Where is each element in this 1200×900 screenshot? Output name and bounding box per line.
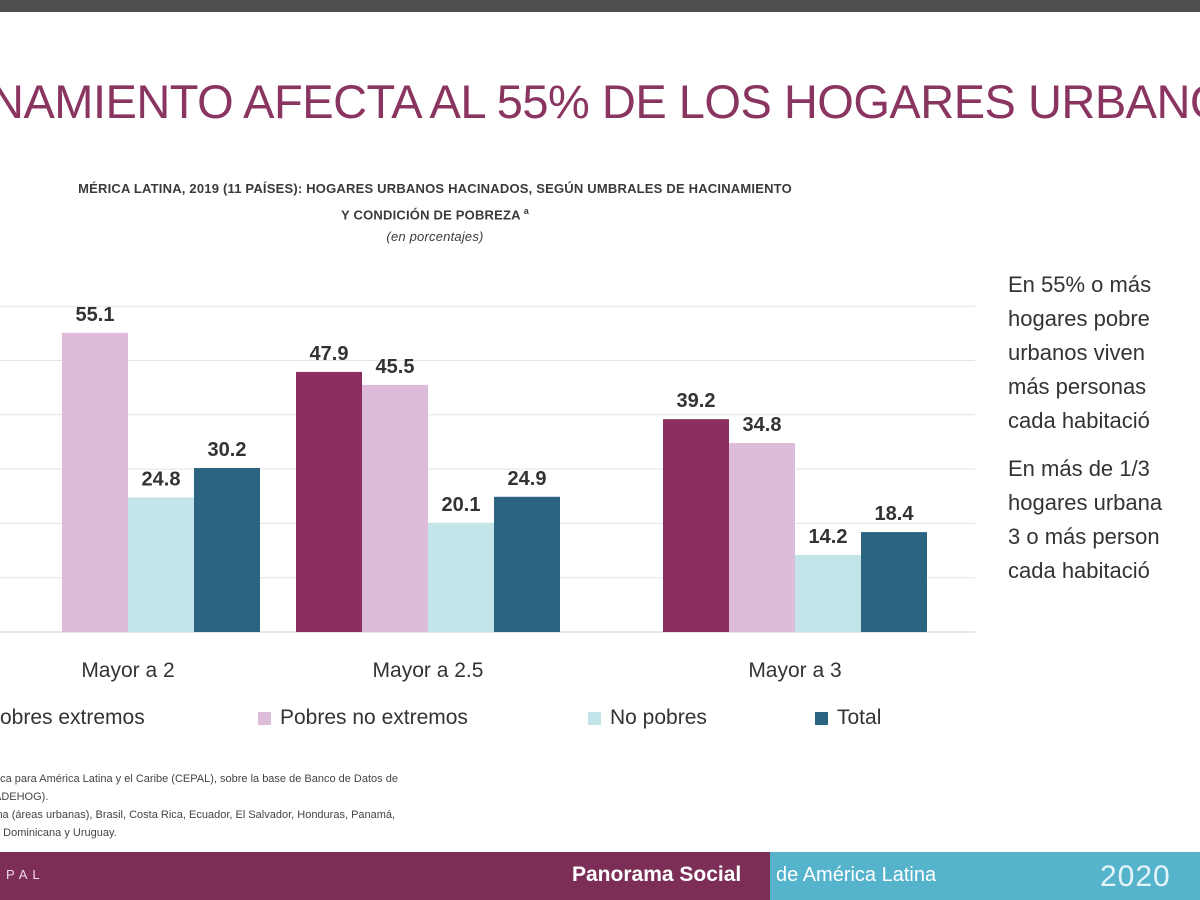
category-tick-label: Mayor a 2.5 (373, 659, 484, 682)
source-note-line: a Dominicana y Uruguay. (0, 827, 117, 839)
legend-item-total: Total (815, 706, 881, 730)
footer-right-band: de América Latina 2020 (770, 852, 1200, 900)
category-ticks: Mayor a 2 Mayor a 2.5 Mayor a 3 (81, 659, 841, 682)
legend-swatch-no-pobres (588, 711, 601, 725)
bar (62, 332, 128, 632)
slide-title: NAMIENTO AFECTA AL 55% DE LOS HOGARES UR… (0, 75, 1200, 128)
bar (428, 522, 494, 632)
source-note-line: ADEHOG). (0, 791, 49, 803)
chart-legend: obres extremos Pobres no extremos No pob… (0, 706, 960, 736)
bar (494, 496, 560, 632)
legend-label-pobres-extremos: obres extremos (0, 706, 145, 729)
bar (861, 532, 927, 632)
source-note-line: ina (áreas urbanas), Brasil, Costa Rica,… (0, 809, 396, 821)
source-note-line: rica para América Latina y el Caribe (CE… (0, 773, 398, 785)
chart-subheading: (en porcentajes) (386, 229, 484, 245)
chart-heading-line1: MÉRICA LATINA, 2019 (11 PAÍSES): HOGARES… (78, 181, 792, 196)
top-strip (0, 0, 1200, 12)
bar-chart: 55.1 24.8 30.2 47.9 45.5 20.1 24.9 39.2 34.8 14.2… (0, 304, 975, 682)
legend-swatch-total (815, 711, 828, 725)
side-commentary: En 55% o más hogares pobre urbanos viven… (1008, 268, 1200, 602)
legend-label-no-pobres: No pobres (610, 706, 707, 729)
legend-label-total: Total (837, 706, 882, 729)
data-label: 20.1 (442, 494, 481, 516)
legend-item-no-pobres: No pobres (588, 706, 707, 730)
data-label: 34.8 (743, 414, 782, 436)
category-tick-label: Mayor a 2 (81, 659, 174, 682)
chart-heading-footnote-mark: a (523, 206, 529, 216)
footer-bar: PAL Panorama Social de América Latina 20… (0, 852, 1200, 900)
bar (128, 497, 194, 632)
side-paragraph-1: En 55% o más hogares pobre urbanos viven… (1008, 272, 1152, 433)
data-label: 30.2 (208, 439, 247, 461)
footer-year: 2020 (1100, 860, 1171, 893)
source-notes: rica para América Latina y el Caribe (CE… (0, 770, 534, 842)
bar (729, 443, 795, 632)
data-label: 24.8 (142, 468, 181, 490)
data-label: 39.2 (677, 390, 716, 412)
footer-brand: Panorama Social (572, 863, 742, 886)
legend-label-pobres-no-extremos: Pobres no extremos (280, 706, 468, 729)
bars (62, 332, 927, 632)
cepal-logo: PAL (6, 867, 45, 882)
bar (296, 371, 362, 632)
legend-item-pobres-no-extremos: Pobres no extremos (258, 706, 468, 730)
side-paragraph-2: En más de 1/3 hogares urbana 3 o más per… (1008, 456, 1163, 583)
footer-subtitle: de América Latina (776, 864, 937, 886)
value-labels: 55.1 24.8 30.2 47.9 45.5 20.1 24.9 39.2 34.8 14.2… (76, 304, 915, 548)
bar (795, 554, 861, 632)
data-label: 24.9 (508, 468, 547, 490)
category-tick-label: Mayor a 3 (748, 659, 841, 682)
data-label: 47.9 (310, 343, 349, 365)
bar (663, 419, 729, 632)
data-label: 55.1 (76, 304, 115, 326)
footer-left-band: PAL Panorama Social (0, 852, 770, 900)
chart-heading: MÉRICA LATINA, 2019 (11 PAÍSES): HOGARES… (0, 178, 930, 248)
legend-item-pobres-extremos: obres extremos (0, 706, 145, 730)
legend-swatch-pobres-no-extremos (258, 711, 271, 725)
data-label: 18.4 (875, 503, 915, 525)
data-label: 14.2 (809, 526, 848, 548)
chart-heading-line2: Y CONDICIÓN DE POBREZA (341, 207, 521, 223)
bar (362, 384, 428, 632)
bar (194, 468, 260, 632)
data-label: 45.5 (376, 356, 415, 378)
